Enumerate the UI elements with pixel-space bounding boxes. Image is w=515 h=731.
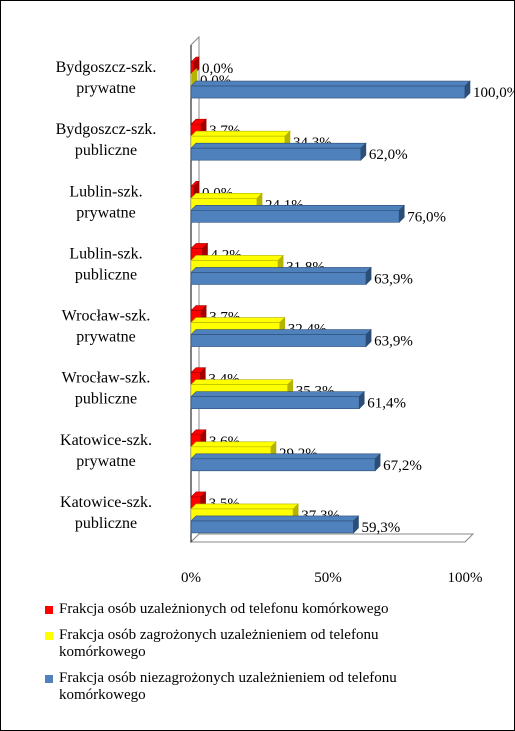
data-label: 61,4% bbox=[367, 396, 406, 412]
floor-wall bbox=[189, 533, 475, 543]
bar-top bbox=[190, 317, 286, 323]
bar-top bbox=[190, 142, 367, 149]
data-label: 63,9% bbox=[374, 271, 413, 287]
legend-swatch bbox=[45, 675, 53, 683]
bar-top bbox=[190, 329, 372, 335]
bar-end bbox=[365, 266, 372, 286]
category-label: Wrocław-szk. publiczne bbox=[62, 370, 151, 408]
x-tick-label: 0% bbox=[181, 570, 201, 586]
category-label: Bydgoszcz-szk. prywatne bbox=[56, 59, 157, 97]
legend-item: Frakcja osób niezagrożonych uzależnienie… bbox=[45, 670, 505, 704]
legend-item: Frakcja osób zagrożonych uzależnieniem o… bbox=[45, 627, 505, 661]
bar-top bbox=[190, 379, 294, 385]
legend-text: komórkowego bbox=[59, 687, 146, 703]
legend-item: Frakcja osób uzależnionych od telefonu k… bbox=[45, 601, 505, 618]
category-label: Wrocław-szk. prywatne bbox=[62, 308, 151, 346]
legend-swatch bbox=[45, 632, 53, 640]
bar-end bbox=[398, 204, 405, 224]
bar bbox=[190, 520, 354, 534]
bar-end bbox=[374, 453, 381, 472]
bar-top bbox=[190, 503, 299, 510]
x-tick-label: 50% bbox=[314, 570, 342, 586]
bar-top bbox=[190, 453, 381, 460]
bar bbox=[190, 210, 400, 223]
legend-text: Frakcja osób niezagrożonych uzależnienie… bbox=[59, 670, 397, 686]
bar bbox=[190, 458, 376, 472]
bar-top bbox=[190, 193, 263, 199]
data-label: 76,0% bbox=[407, 209, 446, 225]
category-label: Katowice-szk. publiczne bbox=[60, 494, 152, 532]
bar-top bbox=[190, 130, 291, 137]
legend: Frakcja osób uzależnionych od telefonu k… bbox=[45, 601, 505, 713]
data-label: 63,9% bbox=[374, 334, 413, 350]
bar-top bbox=[190, 205, 405, 211]
category-label: Bydgoszcz-szk. publiczne bbox=[56, 121, 157, 159]
data-label: 0,0% bbox=[202, 61, 233, 77]
data-label: 67,2% bbox=[383, 458, 422, 474]
bar-end bbox=[365, 328, 372, 348]
legend-text: komórkowego bbox=[59, 644, 146, 660]
bar-top bbox=[190, 267, 372, 273]
bar-chart: Bydgoszcz-szk.prywatne0,0%0,0%100,0%Bydg… bbox=[56, 35, 514, 586]
bar-top bbox=[190, 391, 365, 397]
x-tick-label: 100% bbox=[448, 570, 483, 586]
bar bbox=[190, 334, 367, 347]
bar-top bbox=[190, 441, 277, 448]
data-label: 62,0% bbox=[369, 147, 408, 163]
bar-top bbox=[190, 255, 284, 261]
bar-end bbox=[464, 80, 471, 99]
legend-swatch bbox=[45, 606, 53, 614]
bar bbox=[190, 272, 367, 285]
data-label: 100,0% bbox=[473, 85, 514, 101]
bar bbox=[190, 147, 362, 161]
legend-text: Frakcja osób uzależnionych od telefonu k… bbox=[59, 601, 389, 617]
data-label: 59,3% bbox=[361, 520, 400, 536]
bar bbox=[190, 85, 466, 99]
category-label: Lublin-szk. publiczne bbox=[69, 245, 142, 283]
category-label: Lublin-szk. prywatne bbox=[69, 183, 142, 221]
bar bbox=[190, 396, 360, 409]
bar-top bbox=[190, 80, 471, 87]
legend-text: Frakcja osób zagrożonych uzależnieniem o… bbox=[59, 627, 379, 643]
bar-end bbox=[358, 390, 365, 410]
bar-top bbox=[190, 515, 360, 522]
bar-end bbox=[353, 515, 359, 534]
bar-end bbox=[360, 142, 367, 161]
category-label: Katowice-szk. prywatne bbox=[60, 432, 152, 470]
